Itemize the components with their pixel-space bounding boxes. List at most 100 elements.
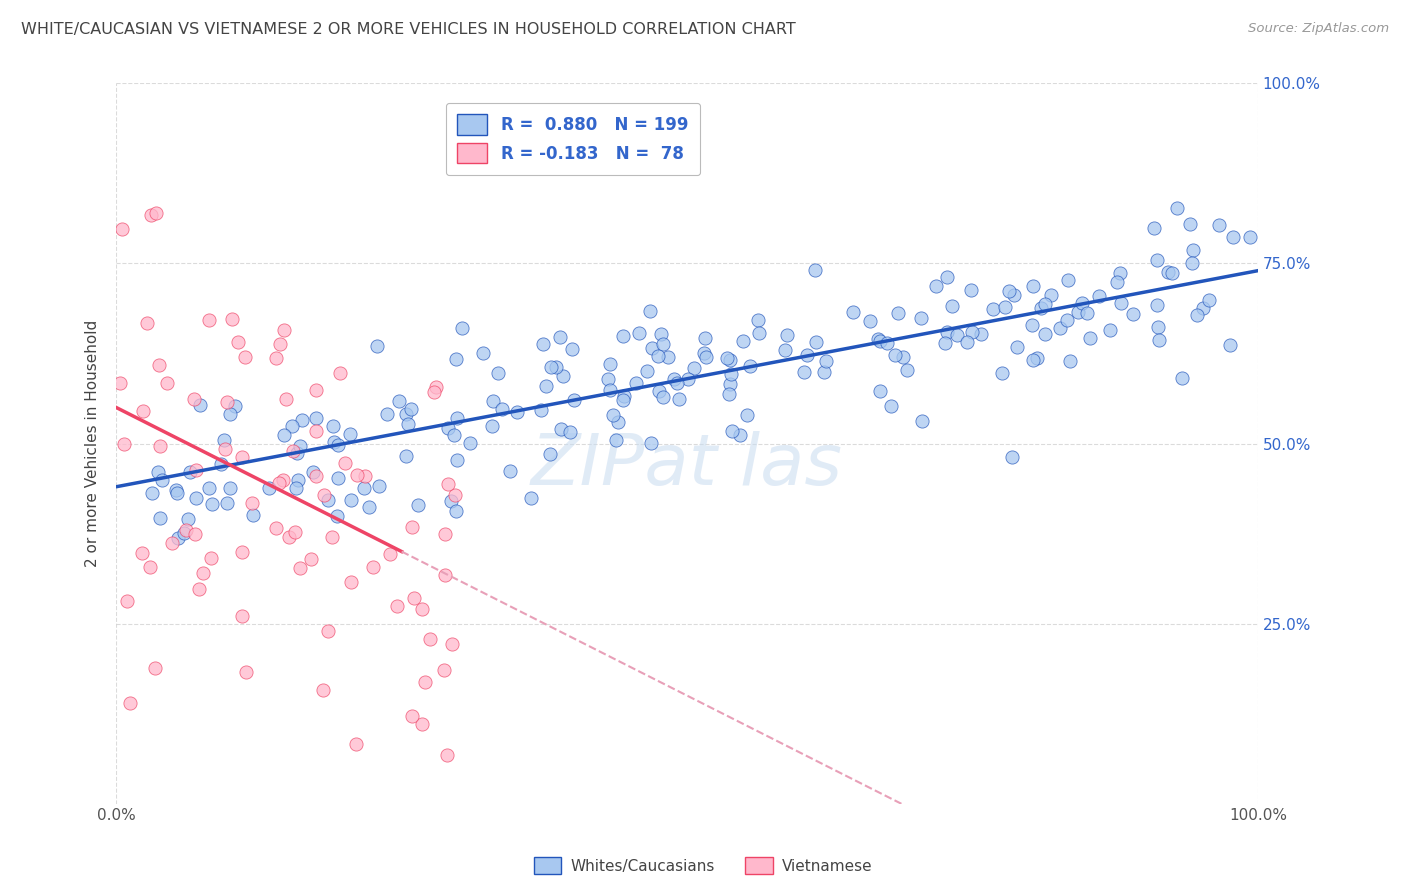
Point bbox=[1022, 279, 1045, 293]
Point bbox=[936, 325, 959, 339]
Point bbox=[209, 457, 232, 471]
Point bbox=[970, 326, 993, 341]
Point bbox=[387, 599, 409, 613]
Point bbox=[730, 428, 752, 442]
Point bbox=[540, 359, 562, 374]
Point bbox=[162, 536, 184, 550]
Point bbox=[434, 527, 457, 541]
Point bbox=[1198, 293, 1220, 307]
Point bbox=[1147, 333, 1170, 347]
Point bbox=[1056, 312, 1078, 326]
Point bbox=[911, 414, 934, 428]
Point bbox=[814, 354, 837, 368]
Point bbox=[662, 372, 685, 386]
Point bbox=[396, 417, 419, 431]
Point bbox=[118, 696, 141, 710]
Point bbox=[111, 222, 134, 236]
Point bbox=[141, 486, 163, 500]
Point bbox=[506, 405, 529, 419]
Point bbox=[278, 531, 301, 545]
Point bbox=[997, 285, 1019, 299]
Point bbox=[138, 559, 160, 574]
Point bbox=[716, 351, 738, 365]
Point bbox=[652, 390, 675, 404]
Point bbox=[796, 348, 818, 362]
Point bbox=[548, 330, 571, 344]
Point bbox=[804, 334, 827, 349]
Point bbox=[179, 465, 201, 479]
Point bbox=[1181, 256, 1204, 270]
Point bbox=[446, 410, 468, 425]
Point bbox=[143, 661, 166, 675]
Point bbox=[186, 463, 208, 477]
Point bbox=[274, 392, 297, 406]
Point bbox=[288, 561, 311, 575]
Point bbox=[281, 418, 304, 433]
Point bbox=[868, 332, 890, 346]
Point bbox=[612, 392, 634, 407]
Point bbox=[896, 363, 918, 377]
Point bbox=[1076, 305, 1098, 319]
Point bbox=[1182, 243, 1205, 257]
Point bbox=[368, 479, 391, 493]
Point bbox=[1088, 288, 1111, 302]
Point bbox=[1067, 305, 1090, 319]
Point bbox=[406, 498, 429, 512]
Point bbox=[534, 379, 557, 393]
Point bbox=[683, 361, 706, 376]
Point bbox=[285, 446, 308, 460]
Point bbox=[366, 339, 388, 353]
Point bbox=[353, 481, 375, 495]
Point bbox=[1185, 308, 1208, 322]
Point bbox=[613, 389, 636, 403]
Point bbox=[198, 481, 221, 495]
Point bbox=[1002, 287, 1025, 301]
Point bbox=[411, 601, 433, 615]
Point bbox=[271, 473, 294, 487]
Point bbox=[946, 328, 969, 343]
Point bbox=[481, 394, 503, 409]
Point bbox=[415, 675, 437, 690]
Point bbox=[425, 380, 447, 394]
Point bbox=[422, 385, 444, 400]
Point bbox=[375, 407, 398, 421]
Point bbox=[607, 415, 630, 429]
Point bbox=[869, 334, 891, 348]
Point bbox=[269, 337, 291, 351]
Point bbox=[322, 419, 344, 434]
Point bbox=[402, 591, 425, 605]
Point bbox=[1059, 354, 1081, 368]
Point bbox=[1146, 298, 1168, 312]
Point bbox=[174, 523, 197, 537]
Point bbox=[269, 475, 291, 490]
Point bbox=[266, 351, 288, 365]
Point bbox=[981, 301, 1004, 316]
Point bbox=[596, 371, 619, 385]
Point bbox=[108, 376, 131, 390]
Point bbox=[647, 349, 669, 363]
Point bbox=[231, 545, 253, 559]
Point bbox=[441, 637, 464, 651]
Point bbox=[718, 353, 741, 368]
Point bbox=[1033, 327, 1056, 342]
Point bbox=[233, 350, 256, 364]
Point bbox=[695, 351, 717, 365]
Point bbox=[1022, 352, 1045, 367]
Point bbox=[322, 434, 344, 449]
Point bbox=[562, 393, 585, 408]
Point bbox=[340, 493, 363, 508]
Point bbox=[212, 433, 235, 447]
Point bbox=[531, 336, 554, 351]
Point bbox=[135, 316, 157, 330]
Point bbox=[876, 336, 898, 351]
Point bbox=[339, 426, 361, 441]
Point bbox=[602, 408, 624, 422]
Point bbox=[747, 313, 769, 327]
Point bbox=[776, 328, 799, 343]
Point bbox=[891, 351, 914, 365]
Point bbox=[346, 468, 368, 483]
Point bbox=[214, 442, 236, 456]
Point bbox=[748, 326, 770, 341]
Point bbox=[221, 311, 243, 326]
Point bbox=[401, 709, 423, 723]
